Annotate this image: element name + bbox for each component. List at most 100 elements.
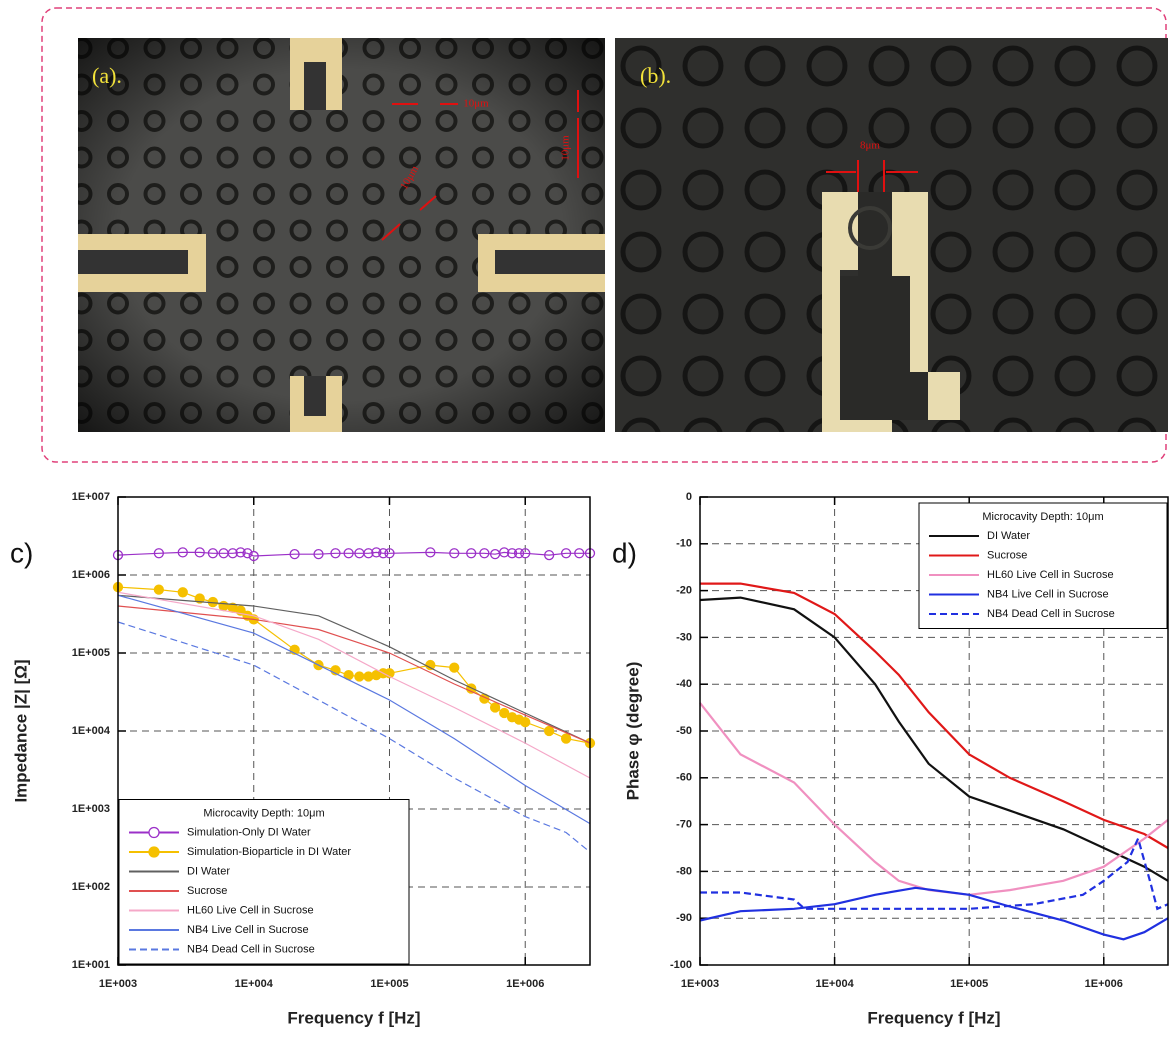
x-tick-label: 1E+003 — [99, 978, 137, 990]
series-line — [700, 835, 1169, 911]
y-tick-label: -70 — [676, 819, 692, 831]
legend-box — [118, 799, 410, 965]
legend-box — [918, 502, 1168, 629]
y-tick-label: -60 — [676, 772, 692, 784]
micrograph-a: (a). 10μm 10μm 10μm — [78, 38, 605, 432]
y-tick-label: -20 — [676, 585, 692, 597]
legend-title: Microcavity Depth: 10μm — [982, 511, 1103, 523]
y-axis-title: Phase φ (degree) — [623, 662, 642, 801]
x-tick-label: 1E+006 — [506, 978, 544, 990]
legend-marker — [148, 826, 160, 839]
y-tick-label: 1E+006 — [72, 569, 110, 581]
data-point — [506, 548, 518, 559]
x-tick-label: 1E+005 — [370, 978, 408, 990]
data-point — [543, 549, 555, 561]
data-point — [384, 548, 395, 559]
legend-label: Sucrose — [187, 885, 227, 897]
data-point — [330, 548, 341, 559]
series-line — [700, 582, 1169, 849]
data-point — [543, 725, 555, 737]
y-axis-title: Impedance |Z| [Ω] — [11, 659, 30, 802]
data-point — [449, 662, 460, 673]
panel-label: d) — [612, 537, 637, 568]
legend-label: NB4 Live Cell in Sucrose — [987, 588, 1109, 600]
y-tick-label: -90 — [676, 912, 692, 924]
data-point — [466, 548, 477, 559]
legend-label: NB4 Dead Cell in Sucrose — [987, 608, 1115, 620]
legend-marker — [148, 846, 160, 858]
image-label: (b). — [640, 63, 671, 88]
series-line — [117, 605, 591, 744]
y-tick-label: -50 — [676, 725, 692, 737]
legend-label: NB4 Dead Cell in Sucrose — [187, 943, 315, 955]
series-line — [117, 594, 591, 825]
data-point — [194, 593, 205, 604]
series-line — [699, 596, 1169, 882]
data-point — [194, 547, 205, 558]
scale-annotation: 10μm — [463, 98, 489, 110]
y-tick-label: 1E+003 — [72, 803, 110, 815]
data-point — [560, 548, 572, 559]
legend-label: DI Water — [187, 865, 230, 877]
panel-label: c) — [10, 537, 33, 568]
data-point — [499, 547, 510, 558]
data-point — [425, 547, 436, 558]
plot-frame — [699, 496, 1169, 966]
data-point — [235, 547, 246, 558]
data-point — [354, 671, 365, 682]
legend-label: DI Water — [987, 530, 1030, 542]
data-point — [371, 547, 382, 558]
legend-label: Sucrose — [987, 549, 1027, 561]
data-point — [248, 550, 259, 562]
x-axis-title: Frequency f [Hz] — [287, 1008, 420, 1027]
legend-label: Simulation-Bioparticle in DI Water — [187, 846, 351, 858]
data-point — [289, 549, 300, 560]
data-point — [363, 548, 374, 559]
data-point — [227, 548, 238, 559]
x-tick-label: 1E+006 — [1085, 978, 1123, 990]
legend-label: HL60 Live Cell in Sucrose — [987, 569, 1114, 581]
y-tick-label: -30 — [676, 631, 692, 643]
data-point — [520, 716, 531, 728]
data-point — [574, 548, 585, 559]
x-tick-label: 1E+004 — [815, 978, 854, 990]
y-tick-label: -10 — [676, 538, 692, 550]
legend-label: Simulation-Only DI Water — [187, 826, 311, 838]
scale-annotation: 10μm — [560, 135, 572, 161]
data-point — [560, 733, 572, 744]
data-point — [177, 547, 188, 558]
data-point — [207, 548, 219, 559]
data-point — [242, 548, 253, 559]
data-point — [153, 584, 165, 595]
y-tick-label: -40 — [676, 678, 692, 690]
y-tick-label: 1E+001 — [72, 959, 110, 971]
series-line — [117, 621, 591, 853]
image-label: (a). — [92, 63, 122, 88]
data-point — [520, 548, 531, 559]
data-point — [177, 587, 188, 598]
data-point — [499, 707, 510, 719]
legend-title: Microcavity Depth: 10μm — [203, 807, 324, 819]
legend-label: HL60 Live Cell in Sucrose — [187, 904, 314, 916]
y-tick-label: -100 — [670, 959, 692, 971]
y-tick-label: -80 — [676, 865, 692, 877]
x-tick-label: 1E+004 — [235, 978, 274, 990]
data-point — [489, 702, 501, 713]
y-tick-label: 1E+005 — [72, 647, 110, 659]
series-line — [117, 591, 591, 779]
plot-frame — [117, 496, 591, 966]
x-axis-title: Frequency f [Hz] — [867, 1008, 1000, 1027]
micrograph-b: (b). 8μm — [615, 38, 1168, 432]
data-point — [343, 548, 354, 559]
y-tick-label: 1E+004 — [72, 725, 111, 737]
y-tick-label: 1E+002 — [72, 881, 110, 893]
x-tick-label: 1E+005 — [950, 978, 988, 990]
x-tick-label: 1E+003 — [681, 978, 719, 990]
data-point — [378, 548, 389, 559]
legend-label: NB4 Live Cell in Sucrose — [187, 924, 309, 936]
data-point — [313, 549, 324, 560]
data-point — [449, 548, 460, 559]
series-line — [117, 594, 591, 744]
